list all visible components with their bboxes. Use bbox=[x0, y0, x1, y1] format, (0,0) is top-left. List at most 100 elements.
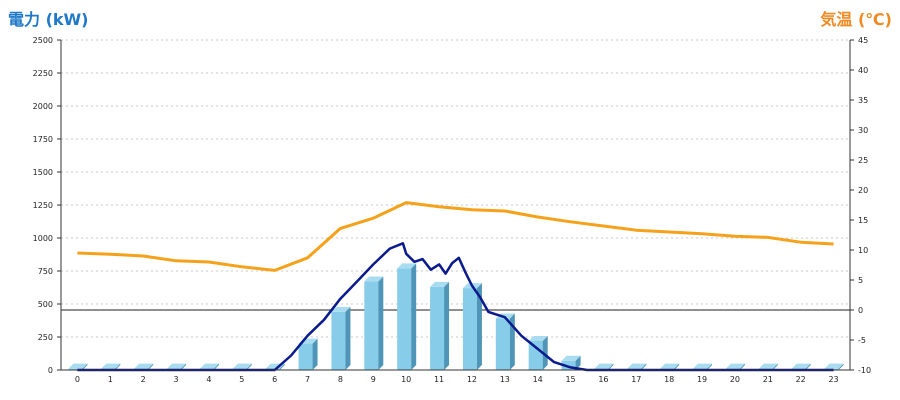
right-tick-label: 10 bbox=[858, 246, 868, 255]
power-bar-side bbox=[641, 363, 647, 370]
left-axis-title: 電力 (kW) bbox=[8, 10, 89, 29]
x-tick-label: 18 bbox=[664, 375, 674, 384]
power-bar bbox=[397, 263, 417, 370]
power-bar-side bbox=[707, 363, 713, 370]
x-tick-label: 7 bbox=[305, 375, 310, 384]
x-tick-label: 0 bbox=[75, 375, 80, 384]
power-bar bbox=[528, 335, 548, 370]
power-bar-top bbox=[364, 276, 384, 282]
power-bar-top bbox=[758, 363, 778, 369]
power-bar-top bbox=[791, 363, 811, 369]
x-tick-label: 8 bbox=[338, 375, 343, 384]
left-tick-label: 2000 bbox=[33, 102, 53, 111]
left-tick-label: 2250 bbox=[33, 69, 53, 78]
right-tick-label: 30 bbox=[858, 126, 868, 135]
left-tick-label: 2500 bbox=[33, 36, 53, 45]
power-bar-top bbox=[430, 281, 450, 287]
power-bar bbox=[68, 363, 88, 370]
power-bar-side bbox=[345, 306, 351, 370]
power-bar-side bbox=[838, 363, 844, 370]
power-bar-front bbox=[430, 286, 445, 370]
power-bar-side bbox=[674, 363, 680, 370]
x-tick-label: 12 bbox=[467, 375, 477, 384]
power-bar-top bbox=[824, 363, 844, 369]
power-bar-top bbox=[397, 263, 417, 269]
power-bar-side bbox=[181, 363, 187, 370]
power-bar bbox=[462, 283, 482, 370]
x-tick-label: 14 bbox=[533, 375, 543, 384]
power-bar-side bbox=[148, 363, 154, 370]
power-bar-top bbox=[627, 363, 647, 369]
power-bar bbox=[364, 276, 384, 370]
power-bar-side bbox=[246, 363, 252, 370]
x-tick-label: 10 bbox=[401, 375, 411, 384]
left-tick-label: 1500 bbox=[33, 168, 53, 177]
right-tick-label: 25 bbox=[858, 156, 868, 165]
power-bar-side bbox=[739, 363, 745, 370]
power-bar bbox=[331, 306, 351, 370]
power-bar-side bbox=[115, 363, 121, 370]
power-bar-top bbox=[725, 363, 745, 369]
power-bar-top bbox=[101, 363, 121, 369]
power-bar bbox=[430, 281, 450, 370]
right-tick-label: 35 bbox=[858, 96, 868, 105]
right-tick-label: 45 bbox=[858, 36, 868, 45]
left-tick-label: 750 bbox=[38, 267, 53, 276]
x-tick-label: 9 bbox=[371, 375, 376, 384]
x-tick-label: 3 bbox=[174, 375, 179, 384]
temperature-line bbox=[77, 201, 834, 272]
power-bar-front bbox=[68, 368, 83, 370]
x-tick-label: 5 bbox=[239, 375, 244, 384]
x-tick-label: 16 bbox=[598, 375, 608, 384]
power-bar-top bbox=[68, 363, 88, 369]
power-bar-side bbox=[279, 363, 285, 370]
power-bar-front bbox=[364, 281, 379, 370]
power-bar-side bbox=[213, 363, 219, 370]
power-bar-front bbox=[495, 318, 510, 370]
power-bar-side bbox=[411, 263, 417, 370]
power-bar-top bbox=[528, 335, 548, 341]
power-bar-top bbox=[594, 363, 614, 369]
x-tick-label: 2 bbox=[141, 375, 146, 384]
x-tick-label: 22 bbox=[796, 375, 806, 384]
right-axis-title: 気温 (℃) bbox=[820, 10, 892, 29]
power-bar-side bbox=[772, 363, 778, 370]
x-tick-label: 23 bbox=[828, 375, 838, 384]
right-tick-label: -10 bbox=[858, 366, 871, 375]
power-bar-front bbox=[528, 340, 543, 370]
power-bar-top bbox=[693, 363, 713, 369]
power-bar-top bbox=[232, 363, 252, 369]
left-tick-label: 500 bbox=[38, 300, 53, 309]
x-tick-label: 1 bbox=[108, 375, 113, 384]
power-bar-front bbox=[561, 360, 576, 370]
power-bar-front bbox=[298, 343, 313, 370]
left-tick-label: 1000 bbox=[33, 234, 53, 243]
right-tick-label: 0 bbox=[858, 306, 863, 315]
x-tick-label: 13 bbox=[500, 375, 510, 384]
power-bar-top bbox=[134, 363, 154, 369]
x-tick-label: 19 bbox=[697, 375, 707, 384]
power-bar-side bbox=[378, 276, 384, 370]
power-bar-side bbox=[542, 335, 548, 370]
x-tick-label: 4 bbox=[206, 375, 211, 384]
power-bar-side bbox=[608, 363, 614, 370]
x-tick-label: 15 bbox=[565, 375, 575, 384]
power-bar-front bbox=[331, 311, 346, 370]
power-bar-top bbox=[167, 363, 187, 369]
x-tick-label: 6 bbox=[272, 375, 277, 384]
power-bar bbox=[495, 313, 515, 370]
left-tick-label: 1750 bbox=[33, 135, 53, 144]
x-tick-label: 11 bbox=[434, 375, 444, 384]
power-bar-side bbox=[476, 283, 482, 370]
power-bar-side bbox=[312, 338, 318, 370]
power-bar-top bbox=[199, 363, 219, 369]
power-line bbox=[77, 242, 834, 372]
right-tick-label: 15 bbox=[858, 216, 868, 225]
power-bar-side bbox=[575, 355, 581, 370]
x-tick-label: 17 bbox=[631, 375, 641, 384]
power-bar-front bbox=[462, 288, 477, 370]
power-bar-top bbox=[561, 355, 581, 361]
right-tick-label: -5 bbox=[858, 336, 866, 345]
power-bar-front bbox=[397, 268, 412, 370]
